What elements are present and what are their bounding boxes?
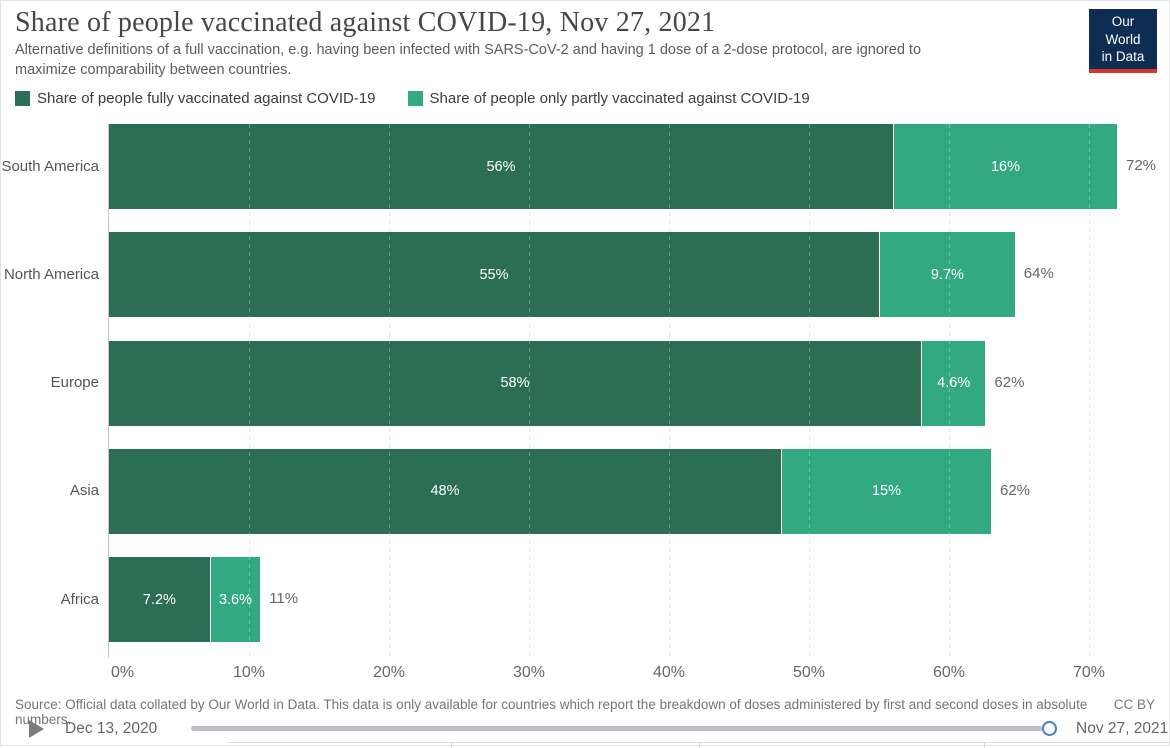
x-tick-label-50%: 50%: [792, 664, 826, 681]
data-table-edge: [228, 742, 1170, 748]
owid-logo[interactable]: Our World in Data: [1089, 9, 1157, 73]
bar-total-label: 11%: [269, 590, 299, 607]
bar-value-label: 56%: [486, 158, 516, 175]
bar-segment-fully[interactable]: 58%: [109, 340, 921, 426]
owid-logo-line2: in Data: [1101, 49, 1145, 65]
bar-total-label: 72%: [1126, 157, 1157, 174]
legend-label-partly: Share of people only partly vaccinated a…: [429, 90, 810, 107]
timeline-slider-handle[interactable]: [1042, 721, 1057, 736]
bar-value-label: 3.6%: [218, 591, 253, 608]
bar-segment-partly[interactable]: 4.6%: [921, 340, 986, 426]
bar-value-label: 55%: [479, 266, 509, 283]
x-tick-label-40%: 40%: [652, 664, 686, 681]
bar-row: 7.2% 3.6% 11%: [109, 557, 1169, 642]
bar-row: 56% 16% 72%: [109, 124, 1169, 209]
bar-row: 48% 15% 62%: [109, 448, 1169, 534]
bar-value-label: 58%: [500, 375, 530, 391]
legend-label-fully: Share of people fully vaccinated against…: [37, 90, 376, 107]
x-tick-label-10%: 10%: [232, 664, 266, 681]
gridline-10: [249, 124, 250, 658]
chart-subtitle: Alternative definitions of a full vaccin…: [15, 42, 922, 78]
bar-total-label: 62%: [994, 373, 1025, 391]
y-axis-line: [108, 124, 109, 658]
owid-logo-line1: Our World: [1105, 14, 1141, 47]
legend-item-partly[interactable]: Share of people only partly vaccinated a…: [407, 90, 810, 107]
bar-value-label: 16%: [990, 158, 1021, 175]
bar-segment-partly[interactable]: 9.7%: [879, 232, 1015, 318]
bar-segment-fully[interactable]: 56%: [109, 124, 893, 209]
gridline-30: [529, 124, 530, 658]
x-tick-label-70%: 70%: [1072, 664, 1106, 681]
timeline-slider-track[interactable]: [191, 726, 1043, 731]
bar-value-label: 7.2%: [142, 591, 176, 608]
plot-area: 56% 16% 72% 55% 9.7% 64% 58% 4.6% 62% 48% 15% 62% 7.…: [108, 124, 1169, 658]
bar-value-label: 15%: [871, 483, 902, 500]
gridline-50: [809, 124, 810, 658]
x-tick-label-0%: 0%: [111, 664, 135, 681]
source-note: Source: Official data collated by Our Wo…: [15, 697, 1088, 727]
category-label-south-america: South America: [1, 157, 99, 175]
category-label-europe: Europe: [50, 374, 99, 391]
bar-segment-partly[interactable]: 15%: [781, 448, 991, 534]
bar-segment-fully[interactable]: 7.2%: [109, 557, 210, 642]
bar-value-label: 4.6%: [937, 375, 971, 391]
bar-value-label: 9.7%: [930, 266, 964, 283]
bar-segment-fully[interactable]: 48%: [109, 448, 781, 534]
gridline-40: [669, 124, 670, 658]
x-tick-label-60%: 60%: [932, 664, 966, 681]
play-button-icon[interactable]: [29, 720, 44, 738]
legend-item-fully[interactable]: Share of people fully vaccinated against…: [15, 90, 376, 107]
category-label-africa: Africa: [60, 590, 99, 608]
timeline-start-date: Dec 13, 2020: [65, 720, 158, 737]
chart-title: Share of people vaccinated against COVID…: [15, 7, 716, 38]
legend-swatch-partly-icon: [407, 91, 423, 106]
bar-total-label: 64%: [1023, 265, 1054, 283]
bar-total-label: 62%: [1000, 481, 1031, 499]
bar-row: 58% 4.6% 62%: [109, 340, 1169, 426]
legend-swatch-fully-icon: [15, 91, 30, 106]
bar-value-label: 48%: [430, 483, 460, 500]
gridline-70: [1089, 124, 1090, 658]
bar-segment-partly[interactable]: 3.6%: [209, 557, 261, 642]
legend: Share of people fully vaccinated against…: [15, 90, 810, 107]
bar-segment-fully[interactable]: 55%: [109, 232, 879, 318]
gridline-20: [389, 124, 390, 658]
x-tick-label-30%: 30%: [512, 664, 546, 681]
gridline-60: [949, 124, 950, 658]
x-tick-label-20%: 20%: [372, 664, 406, 681]
timeline-end-date: Nov 27, 2021: [1076, 720, 1169, 737]
category-label-north-america: North America: [3, 265, 99, 283]
bar-segment-partly[interactable]: 16%: [893, 124, 1117, 209]
bar-row: 55% 9.7% 64%: [109, 232, 1169, 318]
gridline-70: [1089, 124, 1090, 658]
category-label-asia: Asia: [69, 482, 99, 500]
license-link[interactable]: CC BY: [1113, 697, 1155, 712]
